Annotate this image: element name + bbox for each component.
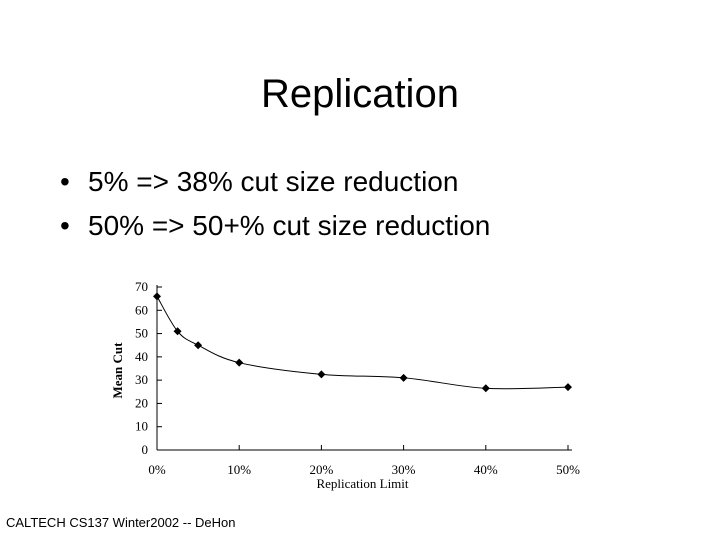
series-line <box>156 296 569 390</box>
slide-title: Replication <box>261 72 459 116</box>
y-tick-label: 0 <box>142 442 149 457</box>
bullet-text: 50% => 50+% cut size reduction <box>88 210 491 241</box>
bullet-list: • 5% => 38% cut size reduction • 50% => … <box>60 160 490 248</box>
x-tick-label: 40% <box>474 462 498 477</box>
x-tick-label: 30% <box>392 462 416 477</box>
y-tick-label: 60 <box>135 302 148 317</box>
data-point <box>173 327 182 336</box>
bullet-marker: • <box>60 210 70 241</box>
x-tick-label: 50% <box>556 462 580 477</box>
y-tick-label: 10 <box>135 419 148 434</box>
y-tick-label: 40 <box>135 349 148 364</box>
bullet-marker: • <box>60 166 70 197</box>
data-point <box>317 370 326 379</box>
x-tick-label: 10% <box>227 462 251 477</box>
y-tick-label: 50 <box>135 326 148 341</box>
data-point <box>153 292 161 301</box>
y-tick-label: 30 <box>135 372 148 387</box>
data-point <box>235 358 244 367</box>
y-tick-label: 70 <box>135 279 148 294</box>
mean-cut-chart: 0 10 20 30 40 50 60 70 0% 10% 20% 30% 40% 50% Replicat… <box>110 279 580 491</box>
data-point <box>564 383 572 392</box>
x-tick-label: 20% <box>309 462 333 477</box>
y-axis-label: Mean Cut <box>110 342 125 399</box>
data-point <box>399 373 408 382</box>
bullet-item: • 5% => 38% cut size reduction <box>60 160 490 204</box>
data-point <box>194 341 203 350</box>
x-axis-label: Replication Limit <box>316 476 408 491</box>
footer-text: CALTECH CS137 Winter2002 -- DeHon <box>6 515 236 530</box>
bullet-item: • 50% => 50+% cut size reduction <box>60 204 490 248</box>
data-point <box>481 384 490 393</box>
y-tick-label: 20 <box>135 395 148 410</box>
x-tick-label: 0% <box>148 462 166 477</box>
bullet-text: 5% => 38% cut size reduction <box>88 166 459 197</box>
